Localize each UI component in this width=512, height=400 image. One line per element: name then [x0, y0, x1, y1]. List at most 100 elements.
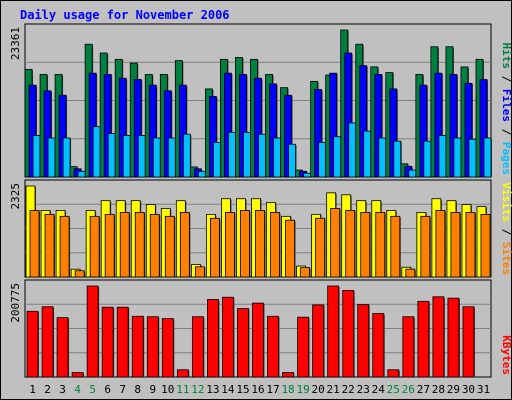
bar-files-day-17	[269, 83, 277, 178]
bar-kbytes-day-7	[116, 306, 129, 378]
bar-sites-day-30	[465, 212, 476, 278]
bar-kbytes-day-29	[447, 297, 460, 378]
bar-kbytes-day-8	[131, 315, 144, 378]
legend-label: KBytes	[500, 335, 512, 375]
bar-sites-day-10	[164, 215, 175, 278]
bar-pages-day-23	[363, 130, 372, 178]
bar-sites-day-22	[345, 210, 356, 278]
bar-pages-day-20	[318, 141, 327, 178]
bar-sites-day-7	[119, 212, 130, 278]
bar-files-day-14	[224, 72, 232, 178]
x-tick-label-day-3: 3	[59, 383, 66, 396]
bar-pages-day-7	[122, 135, 131, 178]
x-tick-label-day-9: 9	[149, 383, 156, 396]
x-tick-label-day-2: 2	[44, 383, 51, 396]
bar-sites-day-9	[149, 213, 160, 278]
bar-kbytes-day-19	[297, 316, 309, 378]
bar-files-day-6	[103, 74, 112, 178]
x-tick-label-day-13: 13	[206, 383, 219, 396]
legend-item-sites: Sites	[500, 242, 512, 275]
bar-kbytes-day-4	[71, 372, 84, 378]
bar-kbytes-day-1	[26, 310, 39, 378]
bar-files-day-15	[239, 74, 247, 178]
bar-sites-day-21	[330, 208, 341, 278]
bar-pages-day-4	[77, 170, 86, 178]
bar-sites-day-16	[255, 210, 265, 278]
legend-item-visits: Visits	[500, 182, 512, 222]
legend-separator: /	[500, 222, 512, 242]
x-tick-label-day-25: 25	[387, 383, 400, 396]
x-tick-label-day-17: 17	[266, 383, 279, 396]
bar-sites-day-4	[74, 270, 85, 278]
panel-2: 2325 Visits / Sites	[9, 179, 512, 278]
bar-kbytes-day-6	[101, 306, 114, 378]
bar-pages-day-25	[393, 140, 402, 178]
bar-kbytes-day-15	[237, 308, 249, 378]
bar-pages-day-15	[243, 131, 251, 178]
panel-3: 200775 KBytes	[9, 279, 512, 378]
bar-sites-day-19	[300, 267, 310, 278]
bar-pages-day-18	[288, 143, 296, 178]
bar-kbytes-day-30	[462, 306, 475, 378]
bar-sites-day-13	[210, 217, 220, 278]
bar-pages-day-8	[137, 135, 146, 178]
bar-files-day-5	[88, 72, 97, 178]
legend-label: Visits / Sites	[500, 182, 512, 275]
bar-kbytes-day-9	[146, 316, 159, 378]
bar-kbytes-day-12	[191, 316, 204, 378]
bar-files-day-9	[148, 84, 157, 178]
bar-pages-day-1	[32, 135, 41, 178]
legend-separator: /	[500, 69, 512, 89]
bar-sites-day-26	[405, 268, 416, 278]
bar-sites-day-3	[59, 215, 70, 278]
bar-pages-day-26	[408, 169, 417, 178]
bar-pages-day-14	[228, 131, 236, 178]
x-tick-label-day-30: 30	[462, 383, 475, 396]
bar-kbytes-day-5	[86, 285, 99, 378]
bar-files-day-28	[434, 72, 443, 178]
bar-files-day-13	[209, 96, 217, 178]
x-tick-label-day-8: 8	[134, 383, 141, 396]
bar-kbytes-day-23	[357, 304, 370, 378]
bar-kbytes-day-3	[56, 317, 69, 378]
y-max-label: 200775	[9, 283, 22, 323]
bar-pages-day-12	[197, 170, 206, 178]
legend-separator: /	[500, 122, 512, 142]
bar-sites-day-6	[104, 213, 115, 278]
bar-pages-day-6	[107, 133, 116, 178]
bar-pages-day-11	[182, 133, 191, 178]
bar-kbytes-day-11	[176, 369, 189, 378]
x-tick-label-day-19: 19	[296, 383, 309, 396]
y-max-label: 2325	[9, 183, 22, 210]
bar-pages-day-27	[423, 140, 432, 178]
bar-pages-day-10	[167, 137, 176, 178]
bar-files-day-31	[479, 79, 488, 178]
x-tick-label-day-4: 4	[74, 383, 81, 396]
bar-kbytes-day-13	[207, 299, 219, 378]
bar-sites-day-14	[225, 212, 235, 278]
bar-files-day-10	[163, 90, 172, 178]
x-tick-label-day-27: 27	[417, 383, 430, 396]
bar-pages-day-22	[348, 122, 357, 178]
bar-pages-day-24	[378, 137, 387, 178]
bar-sites-day-17	[270, 212, 280, 278]
x-tick-label-day-18: 18	[281, 383, 294, 396]
bar-kbytes-day-14	[222, 296, 234, 378]
x-tick-label-day-22: 22	[342, 383, 355, 396]
legend-item-kbytes: KBytes	[500, 335, 512, 375]
bar-kbytes-day-18	[282, 372, 294, 378]
bar-files-day-21	[329, 72, 338, 178]
bar-kbytes-day-24	[372, 313, 385, 378]
bar-sites-day-27	[420, 215, 431, 278]
bar-pages-day-19	[303, 172, 311, 178]
bar-files-day-30	[464, 82, 473, 178]
bar-files-day-20	[314, 89, 323, 178]
bar-pages-day-9	[152, 137, 161, 178]
bar-files-day-11	[178, 84, 187, 178]
x-tick-label-day-11: 11	[176, 383, 189, 396]
bar-pages-day-13	[213, 141, 221, 178]
x-tick-label-day-1: 1	[29, 383, 36, 396]
x-tick-label-day-29: 29	[447, 383, 460, 396]
bar-kbytes-day-26	[402, 316, 415, 378]
